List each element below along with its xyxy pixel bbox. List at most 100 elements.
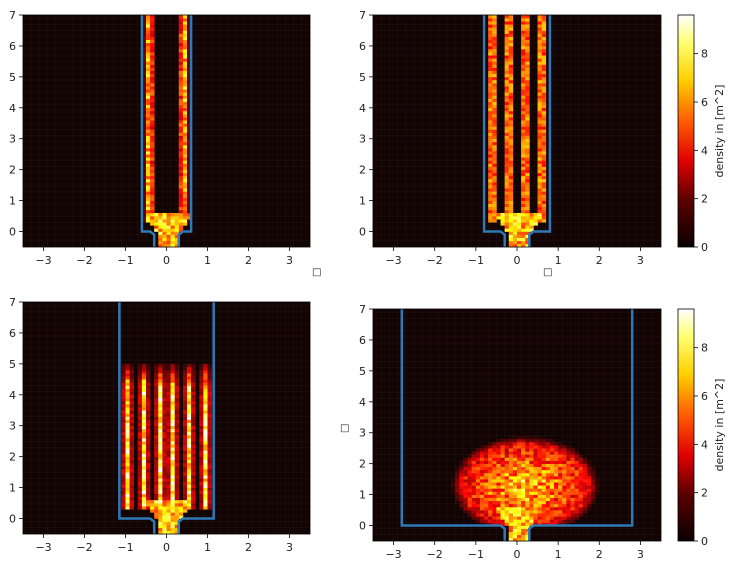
density-cell	[170, 397, 175, 402]
density-cell	[141, 499, 147, 504]
density-cell	[549, 522, 555, 526]
density-cell	[162, 521, 167, 526]
density-cell	[591, 485, 596, 489]
density-cell	[166, 496, 171, 501]
density-cell	[537, 27, 542, 31]
density-cell	[508, 463, 514, 468]
density-cell	[492, 36, 497, 41]
density-cell	[187, 203, 192, 208]
density-cell	[129, 469, 134, 473]
density-cell	[174, 499, 180, 504]
density-cell	[508, 67, 514, 71]
density-cell	[525, 194, 530, 198]
density-cell	[488, 107, 493, 112]
density-cell	[504, 24, 510, 28]
density-cell	[150, 194, 155, 198]
density-cell	[512, 485, 518, 489]
density-cell	[174, 493, 180, 498]
density-cell	[508, 98, 514, 102]
density-cell	[529, 460, 534, 464]
density-cell	[207, 431, 212, 436]
density-cell	[508, 216, 514, 220]
density-cell	[207, 394, 212, 399]
density-cell	[166, 435, 171, 439]
density-cell	[170, 475, 175, 479]
density-cell	[537, 191, 542, 195]
density-cell	[566, 513, 571, 517]
density-cell	[187, 79, 192, 84]
density-cell	[187, 459, 192, 464]
density-cell	[187, 160, 192, 164]
density-cell	[146, 419, 151, 423]
density-cell	[517, 445, 522, 449]
density-cell	[525, 435, 530, 440]
density-cell	[158, 237, 163, 242]
density-cell	[174, 240, 180, 245]
density-cell	[471, 454, 477, 458]
density-cell	[529, 435, 534, 440]
density-cell	[174, 496, 180, 501]
density-cell	[170, 382, 175, 386]
density-cell	[187, 370, 192, 374]
density-cell	[496, 448, 501, 452]
density-cell	[496, 494, 501, 498]
density-cell	[521, 476, 526, 480]
density-cell	[517, 491, 522, 495]
density-cell	[504, 154, 510, 158]
density-cell	[492, 212, 497, 217]
density-cell	[558, 469, 563, 474]
density-cell	[125, 385, 130, 389]
density-cell	[125, 391, 130, 396]
density-cell	[512, 519, 518, 523]
density-cell	[141, 107, 147, 112]
x-tick-label: −3	[35, 254, 51, 267]
density-cell	[512, 460, 518, 464]
density-cell	[471, 494, 477, 498]
density-cell	[187, 24, 192, 28]
density-cell	[178, 83, 184, 87]
density-cell	[125, 456, 130, 461]
density-cell	[508, 435, 514, 440]
density-cell	[182, 15, 188, 19]
density-cell	[525, 15, 530, 19]
density-cell	[154, 410, 159, 414]
density-cell	[554, 500, 559, 505]
density-cell	[187, 447, 192, 451]
density-cell	[199, 499, 204, 504]
y-tick-label: 1	[9, 482, 16, 495]
density-cell	[187, 450, 192, 454]
density-cell	[475, 451, 481, 455]
density-cell	[170, 444, 175, 448]
density-cell	[479, 506, 485, 511]
density-cell	[521, 104, 526, 109]
density-cell	[191, 397, 196, 402]
density-cell	[521, 86, 526, 90]
density-cell	[521, 148, 526, 152]
density-cell	[492, 70, 497, 75]
density-cell	[158, 394, 163, 399]
density-cell	[191, 496, 196, 501]
density-cell	[488, 216, 493, 220]
density-cell	[182, 459, 188, 464]
density-cell	[129, 506, 134, 510]
density-cell	[492, 482, 497, 486]
density-cell	[182, 101, 188, 105]
density-cell	[529, 472, 534, 477]
density-cell	[158, 404, 163, 408]
density-cell	[549, 519, 555, 523]
density-cell	[158, 366, 163, 371]
density-cell	[174, 431, 180, 436]
density-cell	[187, 132, 192, 136]
density-cell	[146, 120, 151, 124]
density-cell	[207, 506, 212, 510]
density-cell	[496, 510, 501, 514]
density-cell	[508, 113, 514, 118]
density-cell	[191, 425, 196, 430]
density-cell	[174, 444, 180, 448]
density-cell	[129, 431, 134, 436]
density-cell	[479, 510, 485, 514]
density-cell	[492, 166, 497, 170]
density-cell	[492, 157, 497, 161]
density-cell	[158, 515, 163, 519]
density-cell	[521, 160, 526, 164]
